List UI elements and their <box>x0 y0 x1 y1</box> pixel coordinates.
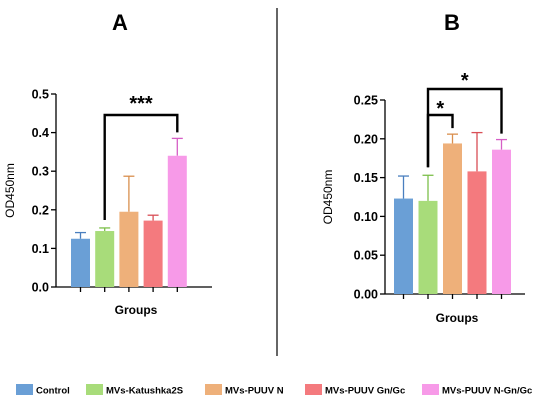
bar <box>95 231 115 287</box>
bar <box>143 220 163 287</box>
significance-label: * <box>461 70 469 92</box>
legend-swatch <box>305 384 322 395</box>
bar <box>167 155 187 287</box>
significance-bracket <box>426 87 503 168</box>
legend-label: MVs-PUUV N <box>225 386 284 397</box>
panel-label: A <box>112 10 128 35</box>
significance-label: *** <box>129 93 153 115</box>
legend-label: Control <box>36 386 70 397</box>
legend-label: MVs-PUUV N-Gn/Gc <box>442 386 532 397</box>
significance-label: * <box>436 98 444 120</box>
bar <box>492 149 511 294</box>
y-tick-label: 0.00 <box>354 288 378 302</box>
y-tick-label: 0.2 <box>32 203 49 217</box>
y-tick-label: 0.3 <box>32 165 49 179</box>
legend-swatch <box>422 384 439 395</box>
y-axis-title: OD450nm <box>321 170 335 225</box>
bar <box>394 198 413 294</box>
y-tick-label: 0.25 <box>354 94 378 108</box>
x-axis-title: Groups <box>436 311 479 325</box>
y-tick-label: 0.05 <box>354 249 378 263</box>
bar <box>119 211 139 287</box>
y-tick-label: 0.1 <box>32 242 49 256</box>
y-tick-label: 0.4 <box>32 126 49 140</box>
legend-label: MVs-PUUV Gn/Gc <box>325 386 405 397</box>
legend: Control MVs-Katushka2S MVs-PUUV N MVs-PUUV … <box>16 384 532 397</box>
bar <box>443 143 462 294</box>
x-axis-title: Groups <box>115 303 158 317</box>
significance-bracket <box>103 113 179 220</box>
y-tick-label: 0.20 <box>354 132 378 146</box>
y-tick-label: 0.10 <box>354 210 378 224</box>
panel-a-chart: A 0.0 0.1 0.2 0.3 0.4 0.5 OD450nm Groups *** <box>3 10 212 317</box>
legend-swatch <box>16 384 33 395</box>
y-axis-title: OD450nm <box>3 163 17 218</box>
bar <box>71 238 90 287</box>
legend-swatch <box>86 384 103 395</box>
bar <box>418 200 438 294</box>
y-tick-label: 0.5 <box>32 88 49 102</box>
legend-swatch <box>205 384 222 395</box>
bar <box>467 171 487 294</box>
legend-label: MVs-Katushka2S <box>106 386 183 397</box>
panel-label: B <box>444 10 460 35</box>
panel-b-chart: B 0.00 0.05 0.10 0.15 0.20 0.25 OD450nm Groups * * <box>321 10 525 325</box>
y-tick-label: 0.15 <box>354 171 378 185</box>
y-tick-label: 0.0 <box>32 281 49 295</box>
